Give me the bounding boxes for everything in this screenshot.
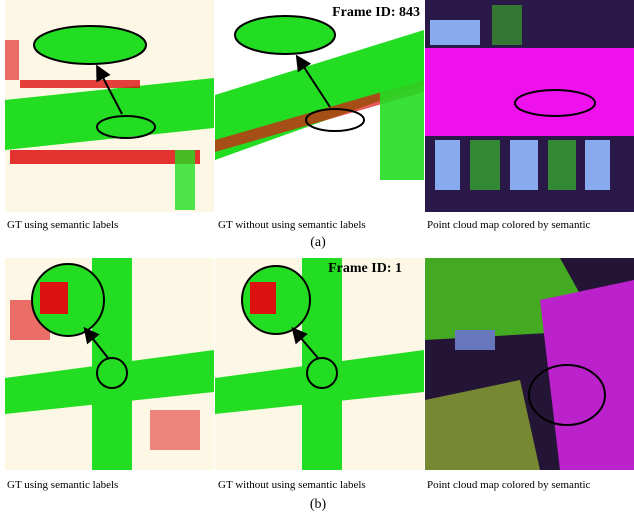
subfigure-label: (b) bbox=[310, 497, 327, 512]
figure: Frame ID: 843 Frame ID: 1 GT using seman… bbox=[0, 0, 634, 518]
caption: GT without using semantic labels bbox=[218, 219, 366, 231]
caption: GT without using semantic labels bbox=[218, 479, 366, 491]
panel-image bbox=[5, 0, 214, 212]
caption: GT using semantic labels bbox=[7, 479, 118, 491]
panel-image bbox=[215, 258, 424, 470]
caption: Point cloud map colored by semantic bbox=[427, 479, 591, 491]
caption: GT using semantic labels bbox=[7, 219, 118, 231]
frame-id: Frame ID: 843 bbox=[332, 5, 420, 20]
subfigure-label: (a) bbox=[310, 235, 326, 250]
panel-image bbox=[215, 0, 424, 212]
caption: Point cloud map colored by semantic bbox=[427, 219, 591, 231]
panel-image bbox=[425, 258, 634, 470]
panel-image bbox=[425, 0, 634, 212]
frame-id: Frame ID: 1 bbox=[328, 261, 402, 276]
panel-image bbox=[5, 258, 214, 470]
